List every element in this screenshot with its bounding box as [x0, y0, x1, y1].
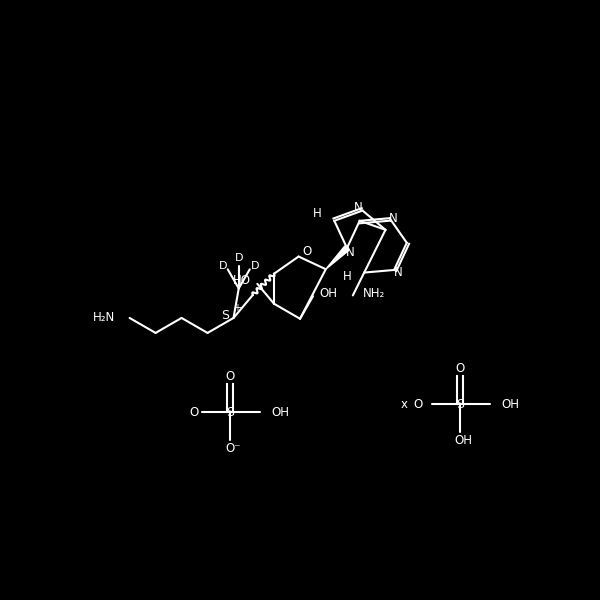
- Text: N: N: [394, 266, 403, 280]
- Text: N: N: [346, 247, 355, 259]
- Text: H: H: [343, 269, 352, 283]
- Text: x: x: [401, 397, 407, 410]
- Text: O: O: [455, 361, 464, 374]
- Text: OH: OH: [454, 433, 472, 446]
- Text: NH₂: NH₂: [363, 287, 385, 300]
- Text: OH: OH: [501, 397, 519, 410]
- Text: O⁻: O⁻: [225, 442, 241, 455]
- Text: D: D: [218, 262, 227, 271]
- Polygon shape: [326, 246, 349, 269]
- Text: +: +: [233, 303, 242, 313]
- Text: HO: HO: [233, 274, 251, 287]
- Text: O: O: [190, 406, 199, 419]
- Text: N: N: [354, 201, 363, 214]
- Text: D: D: [250, 262, 259, 271]
- Text: S: S: [456, 397, 464, 410]
- Text: S: S: [221, 310, 230, 322]
- Text: S: S: [226, 406, 234, 419]
- Text: H₂N: H₂N: [94, 311, 116, 325]
- Text: O: O: [413, 397, 422, 410]
- Text: OH: OH: [271, 406, 289, 419]
- Text: D: D: [235, 253, 243, 263]
- Text: OH: OH: [319, 287, 337, 300]
- Text: O: O: [302, 245, 311, 258]
- Text: O: O: [226, 370, 235, 383]
- Text: H: H: [313, 208, 322, 220]
- Text: N: N: [389, 212, 398, 224]
